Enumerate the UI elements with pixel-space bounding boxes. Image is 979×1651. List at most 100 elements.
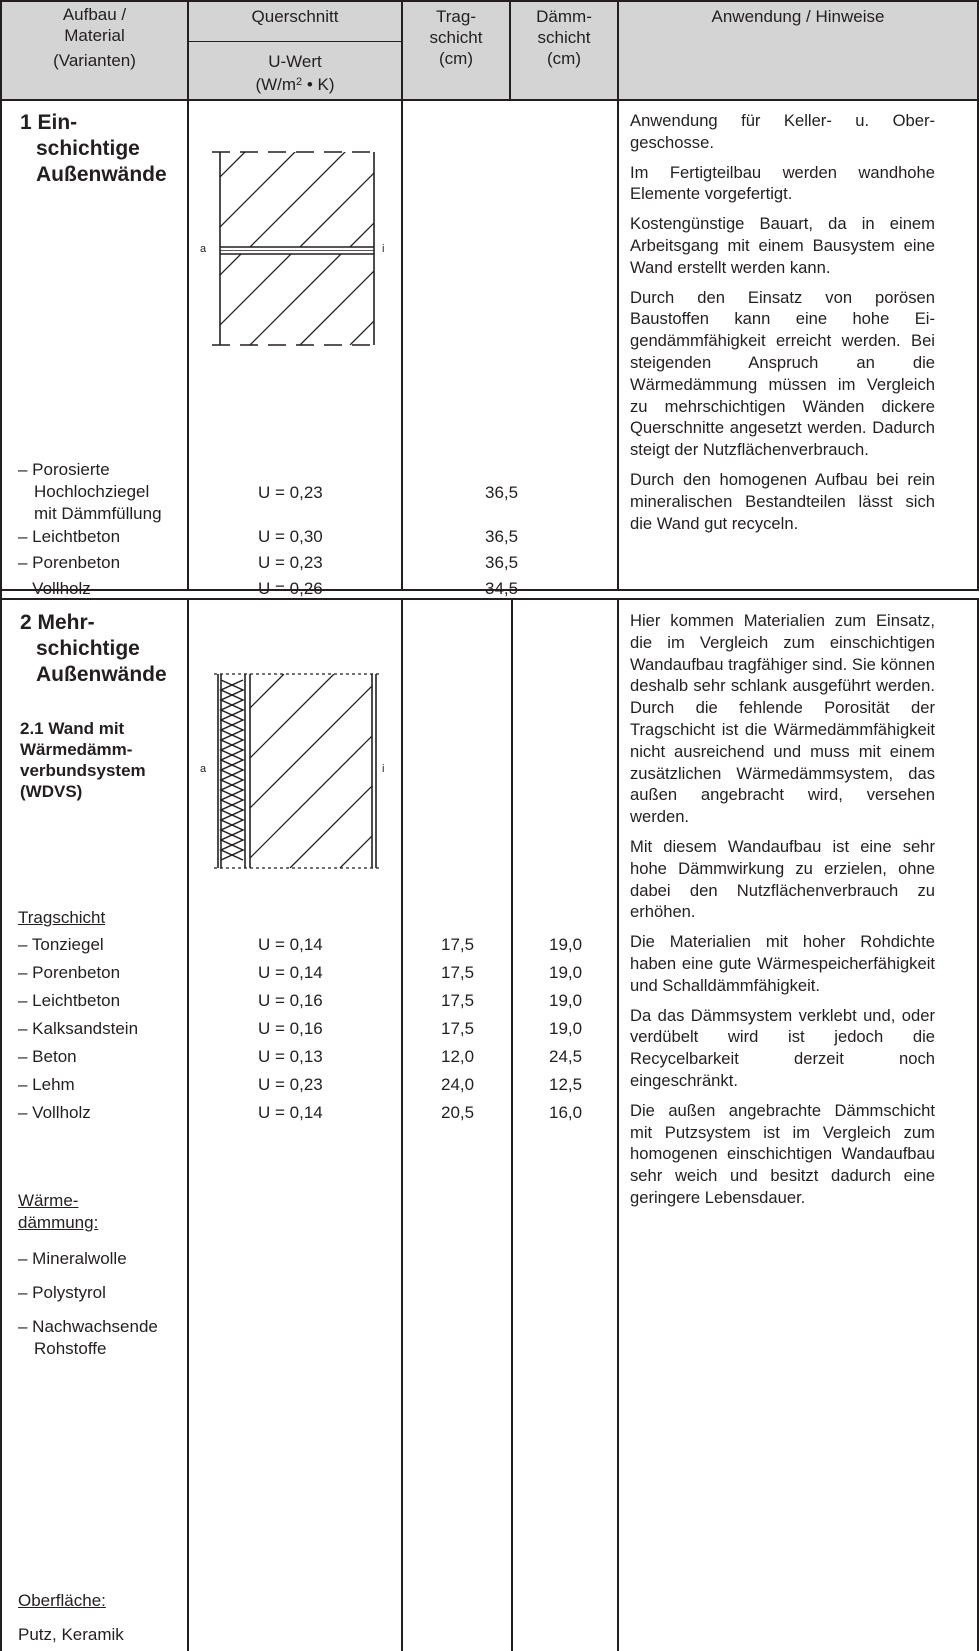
outside-label: a <box>200 243 207 255</box>
s1-note-2: Im Fertigteilbau werden wandhohe Element… <box>630 162 935 204</box>
s2-row-4-daemm: 19,0 <box>549 1019 583 1038</box>
header-daemm-line1: Dämm- <box>536 7 592 26</box>
s1-row-1-material-line1: – Porosierte <box>18 460 110 479</box>
s2-row-3-daemm: 19,0 <box>549 991 583 1010</box>
s2-row-2-daemm: 19,0 <box>549 963 583 982</box>
s2-row-3-trag: 17,5 <box>441 991 475 1010</box>
s2-row-7-daemm: 16,0 <box>549 1103 583 1122</box>
header-col-querschnitt: Querschnitt <box>189 6 401 27</box>
header-col-uwert: U-Wert (W/m2 • K) <box>189 51 401 95</box>
s2-note-5: Die außen angebrachte Dämm­schicht mit P… <box>630 1100 935 1207</box>
s2-row-7-uwert: U = 0,14 <box>258 1103 323 1122</box>
s1-notes: Anwendung für Keller- u. Ober­geschosse.… <box>630 110 935 542</box>
header-col-aufbau-line1: Aufbau / <box>62 5 127 24</box>
s2-row-5-daemm: 24,5 <box>549 1047 583 1066</box>
s1-row-2-material: – Leichtbeton <box>18 527 121 546</box>
header-bottom-border <box>0 99 979 101</box>
s2-row-3-material: – Leichtbeton <box>18 991 121 1010</box>
header-anwendung-label: Anwendung / Hinweise <box>711 7 885 26</box>
s2-row-4-uwert: U = 0,16 <box>258 1019 323 1038</box>
header-trag-line1: Trag- <box>436 7 476 26</box>
s1-note-4: Durch den Einsatz von porösen Baustoffen… <box>630 287 935 460</box>
s1-note-5: Durch den homogenen Aufbau bei rein mine… <box>630 469 935 533</box>
col-divider-3-header <box>509 0 511 100</box>
header-col-daemmschicht: Dämm- schicht (cm) <box>511 6 617 69</box>
s1-row-1-material: – Porosierte Hochlochziegel mit Dämmfüll… <box>18 459 162 525</box>
tragschicht-heading: Tragschicht <box>18 908 106 927</box>
col-divider-3-s2 <box>511 598 513 1651</box>
daemmung-item-2: – Polystyrol <box>18 1283 106 1302</box>
header-querschnitt-label: Querschnitt <box>251 7 339 26</box>
section2-subtitle: 2.1 Wand mit Wärmedämm- verbundsystem (W… <box>20 718 146 802</box>
section2-subtitle-line4: (WDVS) <box>20 782 83 801</box>
daemmung-item-3: – Nachwachsende Rohstoffe <box>18 1316 158 1360</box>
section2-top-border <box>0 598 979 600</box>
s1-row-3-material: – Porenbeton <box>18 553 121 572</box>
inside-label: i <box>382 243 384 255</box>
s2-row-4-trag: 17,5 <box>441 1019 475 1038</box>
unit-base: (W/m <box>255 75 297 94</box>
s1-row-4-trag: 34,5 <box>485 579 519 598</box>
top-border <box>0 0 979 2</box>
section2-title-line2: schichtige <box>36 637 140 660</box>
daemmung-item-3-line2: Rohstoffe <box>34 1339 107 1358</box>
s2-note-1: Hier kommen Materialien zum Einsatz, die… <box>630 611 935 827</box>
s2-row-1-daemm: 19,0 <box>549 935 583 954</box>
daemmung-heading: Wärme- dämmung: <box>18 1190 98 1234</box>
oberflaeche-heading: Oberfläche: <box>18 1591 106 1610</box>
s1-row-1-trag: 36,5 <box>485 483 519 502</box>
header-daemm-line3: (cm) <box>547 49 581 68</box>
s2-row-7-material: – Vollholz <box>18 1103 91 1122</box>
unit-kelvin: • K) <box>302 75 335 94</box>
section2-title-line1: 2 Mehr- <box>20 611 95 634</box>
daemmung-item-3-line1: – Nachwachsende <box>18 1317 158 1336</box>
s2-row-4-material: – Kalksandstein <box>18 1019 139 1038</box>
header-col-aufbau: Aufbau / Material (Varianten) <box>2 4 187 71</box>
s1-row-2-uwert: U = 0,30 <box>258 527 323 546</box>
s2-row-1-uwert: U = 0,14 <box>258 935 323 954</box>
header-col-aufbau-line3: (Varianten) <box>53 51 136 70</box>
section1-title-line2: schichtige <box>36 137 140 160</box>
s2-row-2-material: – Porenbeton <box>18 963 121 982</box>
s1-row-1-uwert: U = 0,23 <box>258 483 323 502</box>
s1-note-3: Kostengünstige Bauart, da in ei­nem Arbe… <box>630 214 935 277</box>
s2-row-2-uwert: U = 0,14 <box>258 963 323 982</box>
left-border <box>0 0 2 1651</box>
s2-row-7-trag: 20,5 <box>441 1103 475 1122</box>
col-divider-4-s2 <box>617 598 619 1651</box>
col-divider-1 <box>187 0 189 590</box>
col-divider-1-s2 <box>187 598 189 1651</box>
section2-subtitle-line3: verbundsystem <box>20 761 146 780</box>
header-uwert-unit: (W/m2 • K) <box>189 72 401 95</box>
s2-row-5-trag: 12,0 <box>441 1047 475 1066</box>
s1-row-1-material-line3: mit Dämmfüllung <box>34 504 162 523</box>
col-divider-2 <box>401 0 403 590</box>
s2-row-6-material: – Lehm <box>18 1075 75 1094</box>
s2-row-3-uwert: U = 0,16 <box>258 991 323 1010</box>
s2-note-2: Mit diesem Wandaufbau ist eine sehr hohe… <box>630 836 935 922</box>
daemmung-item-1: – Mineralwolle <box>18 1249 127 1268</box>
section2-title-line3: Außenwände <box>36 663 167 686</box>
right-border <box>977 0 979 590</box>
s1-note-1: Anwendung für Keller- u. Ober­geschosse. <box>630 111 935 152</box>
s2-row-1-material: – Tonziegel <box>18 935 104 954</box>
inside-label: i <box>382 763 384 775</box>
s1-row-3-trag: 36,5 <box>485 553 519 572</box>
header-trag-line2: schicht <box>429 28 483 47</box>
header-daemm-line2: schicht <box>537 28 591 47</box>
daemmung-heading-line1: Wärme- <box>18 1191 79 1210</box>
s2-row-6-trag: 24,0 <box>441 1075 475 1094</box>
s2-row-6-uwert: U = 0,23 <box>258 1075 323 1094</box>
section1-title-line1: 1 Ein- <box>20 111 78 134</box>
s1-row-2-trag: 36,5 <box>485 527 519 546</box>
col-divider-4 <box>617 0 619 590</box>
unit-superscript: 2 <box>296 76 303 88</box>
col-divider-2-s2 <box>401 598 403 1651</box>
header-trag-line3: (cm) <box>439 49 473 68</box>
header-col-aufbau-line2: Material <box>64 26 125 45</box>
s2-note-3: Die Materialien mit hoher Roh­dichte hab… <box>630 932 935 995</box>
s1-row-3-uwert: U = 0,23 <box>258 553 323 572</box>
section2-title: 2 Mehr- schichtige Außenwände <box>20 610 167 688</box>
header-subline <box>187 41 402 42</box>
section2-subtitle-line2: Wärmedämm- <box>20 740 133 759</box>
